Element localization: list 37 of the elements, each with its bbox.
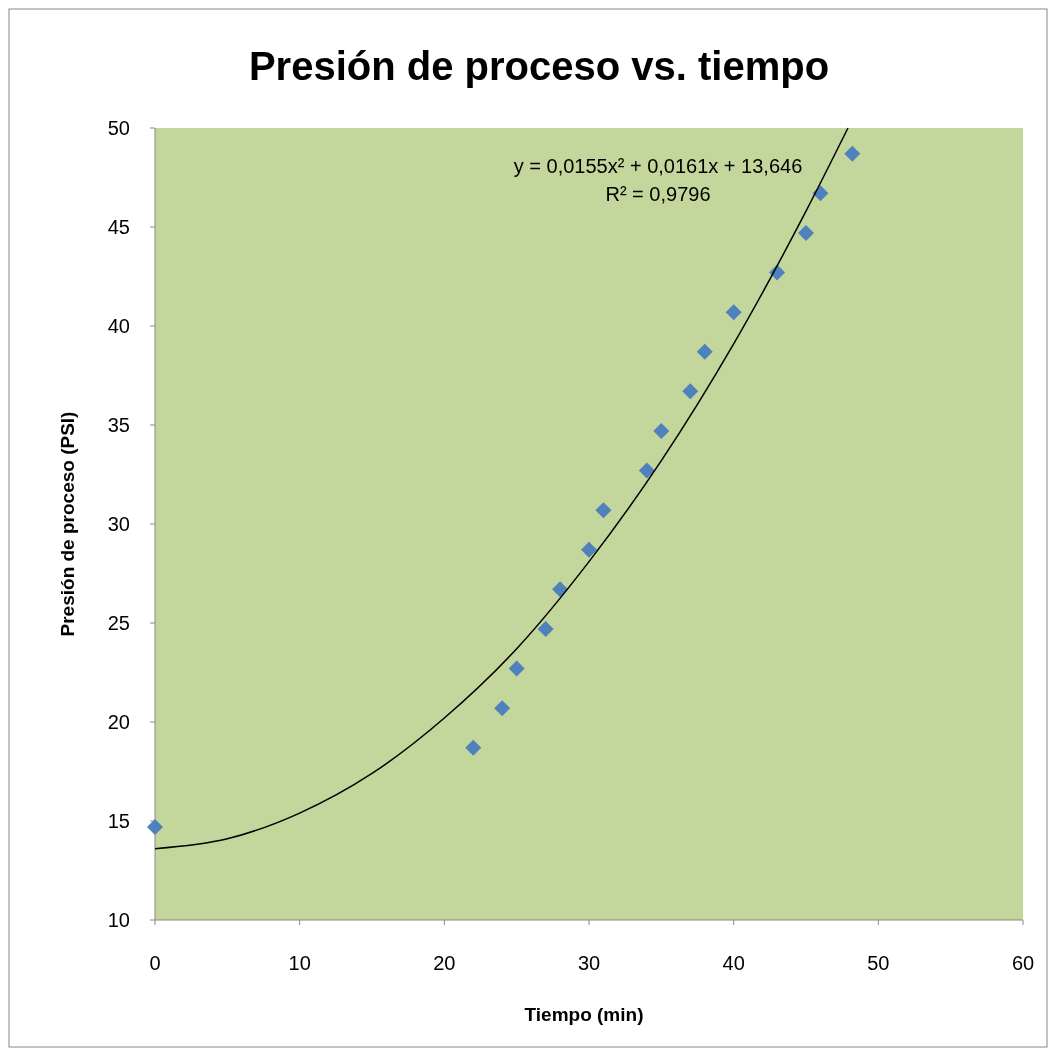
x-tick-label: 50 xyxy=(867,952,890,974)
point xyxy=(537,620,554,637)
point xyxy=(581,541,597,558)
x-axis-title: Tiempo (min) xyxy=(524,1004,644,1025)
point xyxy=(508,660,525,677)
y-tick-label: 25 xyxy=(107,612,130,634)
point xyxy=(552,581,569,598)
point xyxy=(147,818,163,835)
x-tick-label: 20 xyxy=(433,952,456,974)
x-tick-label: 0 xyxy=(149,952,161,974)
point xyxy=(844,145,861,162)
y-tick-label: 10 xyxy=(107,909,130,931)
annotation: R² = 0,9796 xyxy=(605,183,711,205)
y-axis-title: Presión de proceso (PSI) xyxy=(57,411,78,637)
point xyxy=(798,224,814,241)
y-tick-label: 35 xyxy=(107,414,130,436)
x-tick-label: 60 xyxy=(1011,952,1035,974)
line-series xyxy=(154,127,849,850)
point xyxy=(682,383,699,400)
point xyxy=(653,422,670,439)
point xyxy=(494,700,511,717)
y-tick-label: 40 xyxy=(107,315,130,337)
point xyxy=(725,304,742,321)
point xyxy=(595,502,612,519)
point xyxy=(696,343,713,360)
x-tick-label: 30 xyxy=(577,952,601,974)
x-tick-label: 10 xyxy=(288,952,311,974)
y-tick-label: 30 xyxy=(107,513,130,535)
chart-title: Presión de proceso vs. tiempo xyxy=(248,44,830,88)
point xyxy=(638,462,655,479)
y-tick-label: 45 xyxy=(107,216,130,238)
y-tick-label: 50 xyxy=(107,117,130,139)
point xyxy=(465,739,482,756)
y-tick-label: 20 xyxy=(107,711,130,733)
x-tick-label: 40 xyxy=(722,952,745,974)
y-tick-label: 15 xyxy=(107,810,130,832)
annotation: y = 0,0155x² + 0,0161x + 13,646 xyxy=(513,155,803,177)
